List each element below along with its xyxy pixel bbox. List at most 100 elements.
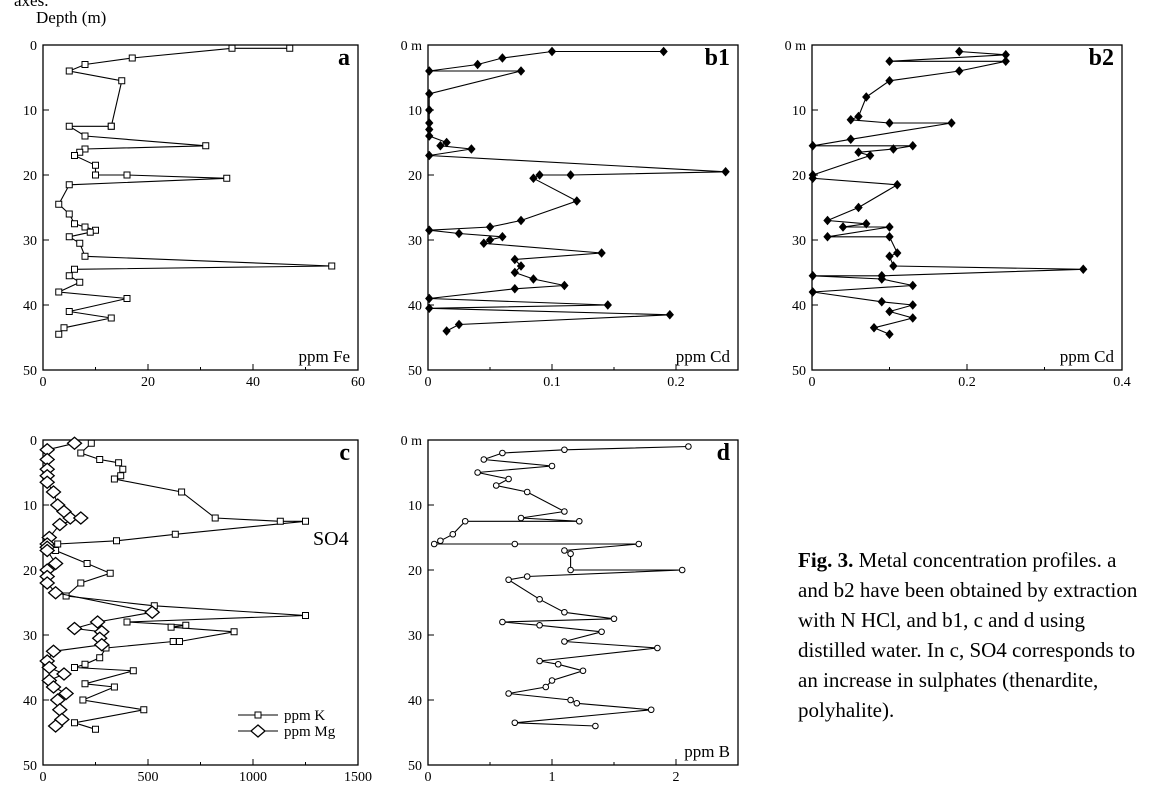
- data-point-b2: [862, 92, 871, 102]
- data-point-b1: [498, 53, 507, 63]
- data-point-b1: [535, 170, 544, 180]
- data-point-d: [542, 683, 550, 691]
- data-point-c: [123, 618, 131, 626]
- data-point-b2: [885, 306, 894, 317]
- y-tick-label-a: 0: [30, 39, 37, 54]
- caption-title: Fig. 3.: [798, 548, 854, 572]
- data-point-b2: [947, 118, 956, 128]
- y-tick-label-d: 0 m: [401, 434, 423, 449]
- data-point-d: [561, 638, 568, 645]
- data-point-b1: [603, 300, 612, 310]
- data-point-b1: [425, 225, 434, 236]
- y-tick-label-b2: 0 m: [785, 39, 807, 54]
- data-point-c: [51, 702, 68, 717]
- y-tick-label-d: 40: [408, 694, 422, 709]
- data-point-b2: [808, 270, 817, 281]
- data-point-d: [499, 449, 506, 457]
- data-point-b1: [665, 309, 674, 320]
- data-point-b1: [547, 46, 557, 57]
- data-point-d: [635, 540, 643, 548]
- data-point-b1: [566, 170, 575, 180]
- data-point-d: [505, 690, 512, 697]
- data-point-b1: [529, 173, 538, 184]
- y-tick-label-b2: 40: [792, 299, 806, 314]
- y-tick-label-d: 30: [408, 629, 422, 644]
- data-point-c: [62, 511, 79, 525]
- data-point-c: [66, 621, 83, 636]
- x-tick-label-a: 0: [40, 375, 47, 390]
- data-point-d: [654, 644, 661, 652]
- data-point-d: [437, 537, 444, 545]
- data-point-d: [517, 514, 525, 522]
- panel-letter-d: d: [717, 440, 731, 466]
- data-point-c: [71, 719, 78, 727]
- series-line-c-0: [54, 442, 306, 730]
- unit-label-b2: ppm Cd: [1060, 347, 1115, 366]
- data-point-b2: [885, 231, 894, 242]
- data-point-b1: [467, 144, 476, 154]
- panel-letter-b1: b1: [705, 45, 730, 71]
- data-point-c: [77, 579, 85, 587]
- data-point-b2: [1079, 264, 1088, 275]
- data-point-b2: [889, 261, 898, 271]
- data-point-c: [115, 459, 123, 467]
- data-point-b1: [597, 248, 606, 258]
- y-tick-label-c: 30: [23, 629, 37, 644]
- data-point-a: [65, 67, 73, 75]
- data-point-b1: [442, 326, 451, 336]
- data-point-a: [202, 142, 210, 150]
- data-point-b1: [529, 274, 538, 284]
- data-point-d: [461, 517, 469, 525]
- data-point-a: [128, 54, 136, 62]
- data-point-c: [119, 465, 127, 473]
- series-line-b1: [428, 50, 726, 332]
- data-point-d: [523, 488, 531, 496]
- data-point-b1: [425, 303, 434, 314]
- data-point-c: [79, 696, 87, 704]
- data-point-b2: [808, 173, 817, 184]
- data-point-b1: [425, 150, 434, 161]
- data-point-a: [92, 171, 99, 179]
- data-point-b1: [436, 140, 445, 151]
- data-point-d: [567, 550, 574, 558]
- data-point-b1: [721, 166, 730, 177]
- data-point-c: [66, 436, 83, 451]
- data-point-d: [505, 475, 512, 483]
- data-point-c: [113, 537, 120, 545]
- data-point-b2: [838, 222, 848, 232]
- y-tick-label-b1: 30: [408, 234, 422, 249]
- data-point-b2: [955, 46, 964, 57]
- data-point-b2: [854, 111, 863, 122]
- data-point-d: [536, 621, 543, 629]
- data-point-a: [86, 228, 94, 236]
- data-point-a: [71, 152, 78, 159]
- y-tick-label-c: 10: [23, 499, 37, 514]
- x-tick-label-b2: 0: [809, 375, 816, 390]
- data-point-c: [58, 686, 75, 701]
- data-point-b1: [572, 196, 581, 206]
- series-line-b2: [812, 50, 1084, 335]
- data-point-b1: [510, 254, 519, 265]
- data-point-b2: [869, 322, 879, 333]
- depth-axis-label: Depth (m): [36, 8, 107, 27]
- data-point-a: [286, 44, 294, 52]
- data-point-c: [45, 680, 62, 694]
- data-point-a: [328, 262, 336, 270]
- data-point-b1: [425, 105, 434, 115]
- data-point-b1: [516, 215, 526, 226]
- data-point-c: [71, 664, 78, 671]
- x-tick-label-c: 1500: [344, 770, 372, 785]
- data-point-b2: [877, 274, 886, 284]
- data-point-c: [87, 439, 95, 447]
- data-point-b2: [908, 313, 917, 323]
- y-tick-label-a: 30: [23, 234, 37, 249]
- data-point-d: [573, 699, 581, 707]
- data-point-a: [65, 122, 73, 130]
- data-point-c: [178, 488, 186, 496]
- data-point-b1: [510, 267, 519, 278]
- y-tick-label-d: 50: [408, 759, 422, 774]
- data-point-c: [83, 560, 91, 567]
- data-point-c: [182, 621, 190, 629]
- x-tick-label-b2: 0.4: [1113, 375, 1131, 390]
- data-point-b2: [908, 140, 917, 151]
